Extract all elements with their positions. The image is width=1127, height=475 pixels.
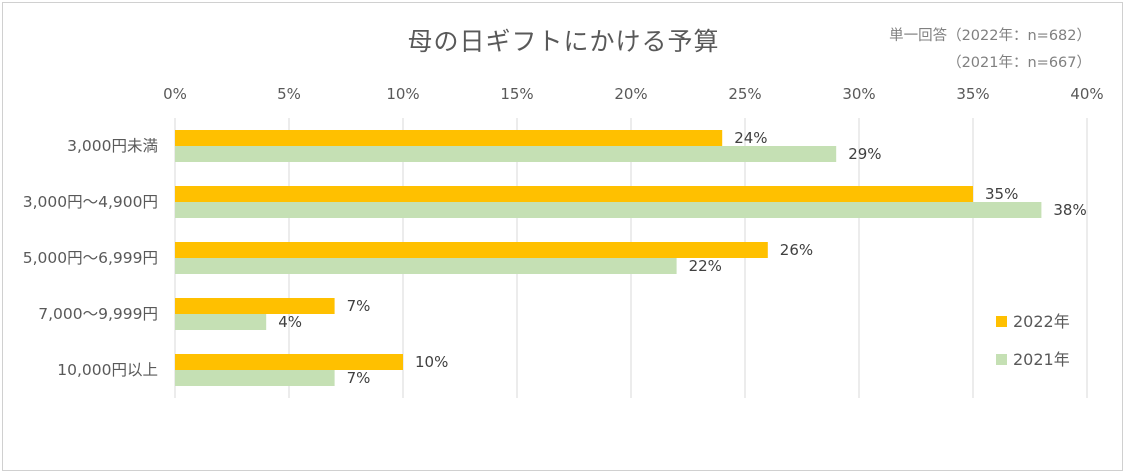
category-label: 3,000円未満	[67, 137, 158, 155]
category-label: 7,000～9,999円	[38, 305, 158, 323]
x-tick-label: 35%	[956, 85, 989, 103]
category-label: 5,000円～6,999円	[23, 249, 158, 267]
data-label: 7%	[347, 369, 371, 387]
x-tick-label: 30%	[842, 85, 875, 103]
x-tick-label: 40%	[1070, 85, 1103, 103]
bar-series-1	[175, 186, 973, 202]
bar-series-1	[175, 242, 768, 258]
legend-label: 2021年	[1013, 350, 1070, 369]
sample-note-2021: （2021年：n=667）	[947, 55, 1091, 71]
bar-series-1	[175, 298, 335, 314]
legend-swatch	[996, 354, 1007, 365]
legend-label: 2022年	[1013, 312, 1070, 331]
data-label: 38%	[1053, 201, 1086, 219]
bar-series-2	[175, 146, 837, 162]
data-label: 10%	[415, 353, 448, 371]
data-label: 26%	[780, 241, 813, 259]
x-tick-label: 5%	[277, 85, 301, 103]
bar-series-1	[175, 354, 403, 370]
x-tick-label: 20%	[614, 85, 647, 103]
category-label: 3,000円～4,900円	[23, 193, 158, 211]
data-label: 4%	[278, 313, 302, 331]
bar-series-2	[175, 314, 267, 330]
bar-series-2	[175, 370, 335, 386]
data-label: 29%	[848, 145, 881, 163]
data-label: 22%	[689, 257, 722, 275]
x-tick-label: 0%	[163, 85, 187, 103]
x-tick-label: 10%	[386, 85, 419, 103]
legend-swatch	[996, 316, 1007, 327]
x-tick-label: 15%	[500, 85, 533, 103]
chart-title: 母の日ギフトにかける予算	[407, 27, 720, 56]
bar-series-2	[175, 202, 1042, 218]
x-tick-label: 25%	[728, 85, 761, 103]
data-label: 35%	[985, 185, 1018, 203]
data-label: 24%	[734, 129, 767, 147]
data-label: 7%	[347, 297, 371, 315]
sample-note-2022: 単一回答（2022年：n=682）	[889, 28, 1091, 44]
bar-series-2	[175, 258, 677, 274]
bar-series-1	[175, 130, 723, 146]
category-label: 10,000円以上	[57, 361, 158, 379]
